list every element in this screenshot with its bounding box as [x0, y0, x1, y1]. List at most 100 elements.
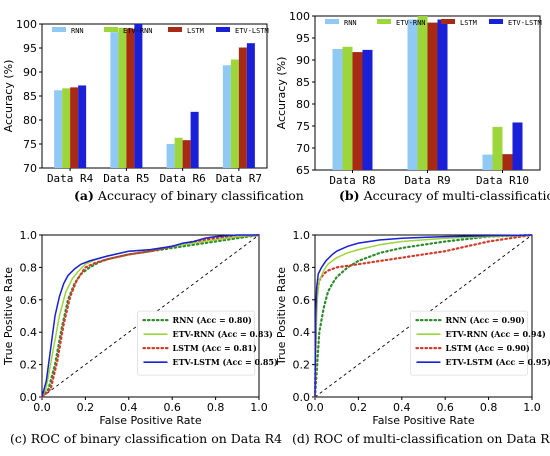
y-tick-label: 75 — [23, 138, 37, 151]
x-tick-label: Data R10 — [476, 174, 529, 187]
plot-frame — [314, 15, 541, 171]
bar — [222, 65, 231, 168]
legend-swatch — [377, 19, 391, 24]
y-tick-label: 65 — [296, 164, 310, 177]
legend-label: ETV-RNN — [123, 27, 153, 35]
caption-d: (d) ROC of multi-classification on Data … — [292, 431, 550, 446]
caption-b-tag: (b) — [339, 188, 360, 203]
bar — [502, 154, 513, 170]
caption-c-text: (c) ROC of binary classification on Data… — [10, 431, 283, 446]
bar — [352, 52, 363, 170]
bar — [174, 137, 183, 168]
legend-swatch — [168, 27, 182, 32]
bar — [246, 43, 255, 169]
bar — [78, 85, 87, 168]
x-axis-label: False Positive Rate — [372, 414, 474, 427]
bar — [238, 47, 247, 168]
roc-series-line — [41, 234, 260, 398]
caption-a: (a) Accuracy of binary classification — [74, 188, 304, 203]
y-tick-label: 0.8 — [293, 261, 311, 274]
y-tick-label: 0.4 — [20, 326, 38, 339]
y-tick-label: 0.2 — [20, 359, 38, 372]
y-tick-label: 70 — [296, 142, 310, 155]
bar — [126, 28, 135, 168]
legend-label: LSTM — [460, 19, 477, 27]
legend-label: ETV-RNN — [396, 19, 426, 27]
y-tick-label: 100 — [289, 10, 310, 23]
x-tick-label: Data R8 — [329, 174, 375, 187]
legend-label: LSTM — [187, 27, 204, 35]
legend-label: ETV-RNN (Acc = 0.94) — [445, 329, 546, 339]
legend-label: ETV-RNN (Acc = 0.83) — [172, 329, 273, 339]
caption-c: (c) ROC of binary classification on Data… — [10, 431, 282, 446]
x-tick-label: Data R5 — [103, 172, 149, 185]
bar — [182, 140, 191, 168]
legend-box — [410, 310, 529, 376]
bar — [427, 22, 438, 170]
y-tick-label: 70 — [23, 162, 37, 175]
roc-series-line — [314, 234, 533, 398]
legend-swatch — [489, 19, 503, 24]
bar — [492, 126, 503, 170]
chart-c-plot: 0.0 0.2 0.4 0.6 0.8 1.0 0.0 0.2 0.4 0.6 0.8 1.0 Fals… — [2, 229, 278, 427]
legend-label: ETV-LSTM — [508, 19, 542, 27]
bar — [437, 19, 448, 170]
y-tick-label: 1.0 — [20, 229, 38, 242]
legend-label: ETV-LSTM (Acc = 0.95) — [445, 357, 550, 367]
y-tick-label: 100 — [16, 18, 37, 31]
chart-b-plot: 65 70 75 80 85 90 95 100 Accuracy (%) Data R8 Data… — [275, 10, 542, 187]
legend-swatch — [441, 19, 455, 24]
x-tick-label: 0.4 — [393, 401, 411, 414]
caption-a-text: Accuracy of binary classification — [97, 188, 304, 203]
chart-a-plot: 70 75 80 85 90 95 100 Accuracy (%) Data R4 Data R… — [2, 18, 269, 185]
legend-swatch — [104, 27, 118, 32]
roc-series-line — [314, 234, 533, 398]
y-tick-label: 0.8 — [20, 261, 38, 274]
x-tick-label: Data R9 — [404, 174, 450, 187]
x-tick-label: 1.0 — [523, 401, 541, 414]
bar — [134, 24, 143, 168]
y-tick-label: 95 — [296, 32, 310, 45]
x-tick-label: 0.2 — [350, 401, 368, 414]
legend-label: RNN (Acc = 0.80) — [172, 315, 252, 325]
caption-b: (b) Accuracy of multi-classification — [339, 188, 550, 203]
plot-frame — [41, 23, 268, 169]
bar — [230, 59, 239, 168]
y-tick-label: 0.6 — [20, 294, 38, 307]
plot-frame — [41, 234, 260, 398]
plot-frame — [314, 234, 533, 398]
legend-label: ETV-LSTM — [235, 27, 269, 35]
y-tick-label: 0.6 — [293, 294, 311, 307]
x-tick-label: 0.2 — [77, 401, 95, 414]
y-tick-label: 0.0 — [20, 391, 38, 404]
x-tick-label: 0.4 — [120, 401, 138, 414]
bar — [482, 154, 493, 170]
y-axis-label: True Positive Rate — [275, 267, 288, 366]
bar — [70, 87, 79, 168]
y-tick-label: 0.0 — [293, 391, 311, 404]
x-tick-label: 0.8 — [207, 401, 225, 414]
bar — [417, 16, 428, 170]
x-tick-label: 0.0 — [33, 401, 51, 414]
roc-series-line — [313, 233, 534, 399]
y-axis-label: Accuracy (%) — [275, 57, 288, 130]
chart-d-plot: 0.0 0.2 0.4 0.6 0.8 1.0 0.0 0.2 0.4 0.6 0.8 1.0 Fals… — [275, 229, 550, 427]
bar — [190, 111, 199, 168]
legend-label: RNN — [71, 27, 84, 35]
x-tick-label: 0.8 — [480, 401, 498, 414]
caption-a-tag: (a) — [74, 188, 94, 203]
bar — [512, 122, 523, 170]
roc-series-line — [41, 234, 259, 398]
y-tick-label: 0.4 — [293, 326, 311, 339]
y-tick-label: 90 — [23, 66, 37, 79]
legend-swatch — [52, 27, 66, 32]
bar — [110, 32, 119, 168]
bar — [118, 27, 127, 169]
x-tick-label: Data R6 — [159, 172, 205, 185]
legend-swatch — [216, 27, 230, 32]
x-tick-label: 0.6 — [436, 401, 454, 414]
y-axis-label: Accuracy (%) — [2, 60, 15, 133]
bar — [342, 46, 353, 170]
caption-d-text: (d) ROC of multi-classification on Data … — [292, 431, 550, 446]
